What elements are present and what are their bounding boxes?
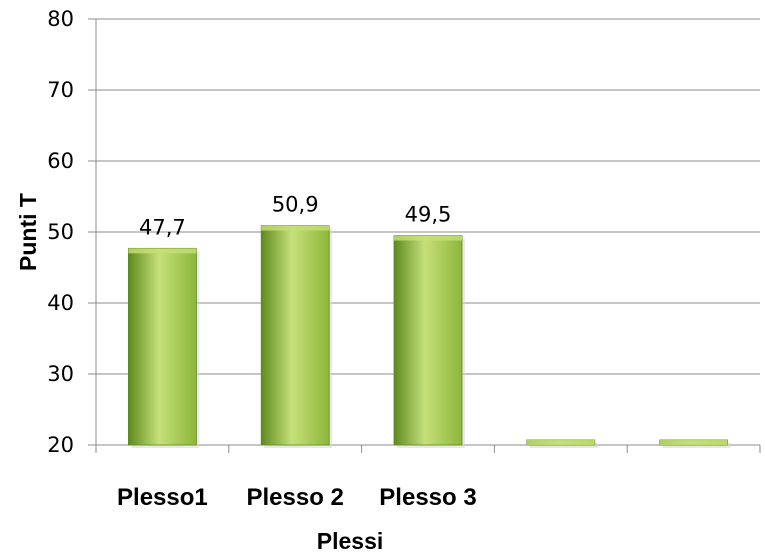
bar-top-highlight [128, 248, 197, 254]
data-label: 49,5 [405, 203, 452, 227]
y-tick-label: 40 [47, 291, 74, 315]
y-tick-label: 70 [47, 78, 74, 102]
labels: 20 30 40 50 60 70 80 47,7 Plesso1 50,9 Plesso 2 49,… [47, 7, 476, 511]
y-tick-label: 20 [47, 433, 74, 457]
axes [95, 19, 761, 453]
y-tick-label: 30 [47, 362, 74, 386]
bar [260, 225, 330, 446]
data-label: 47,7 [139, 215, 186, 239]
bar-top-highlight [526, 440, 595, 445]
data-label: 50,9 [272, 193, 319, 217]
y-axis-title: Punti T [15, 193, 41, 271]
x-axis-title: Plessi [317, 528, 384, 554]
bar [393, 235, 463, 446]
x-category-label: Plesso 3 [379, 484, 476, 511]
bar-top-highlight [659, 440, 728, 445]
x-category-label: Plesso1 [117, 484, 208, 511]
bars [127, 225, 731, 448]
y-tick-label: 60 [47, 149, 74, 173]
bar-shadow [662, 443, 731, 448]
y-tick-label: 50 [47, 220, 74, 244]
x-category-label: Plesso 2 [246, 484, 343, 511]
bar [127, 247, 197, 446]
bar-top-highlight [394, 235, 462, 241]
bar-top-highlight [261, 225, 330, 231]
y-tick-label: 80 [47, 7, 74, 31]
bar-shadow [529, 443, 598, 448]
